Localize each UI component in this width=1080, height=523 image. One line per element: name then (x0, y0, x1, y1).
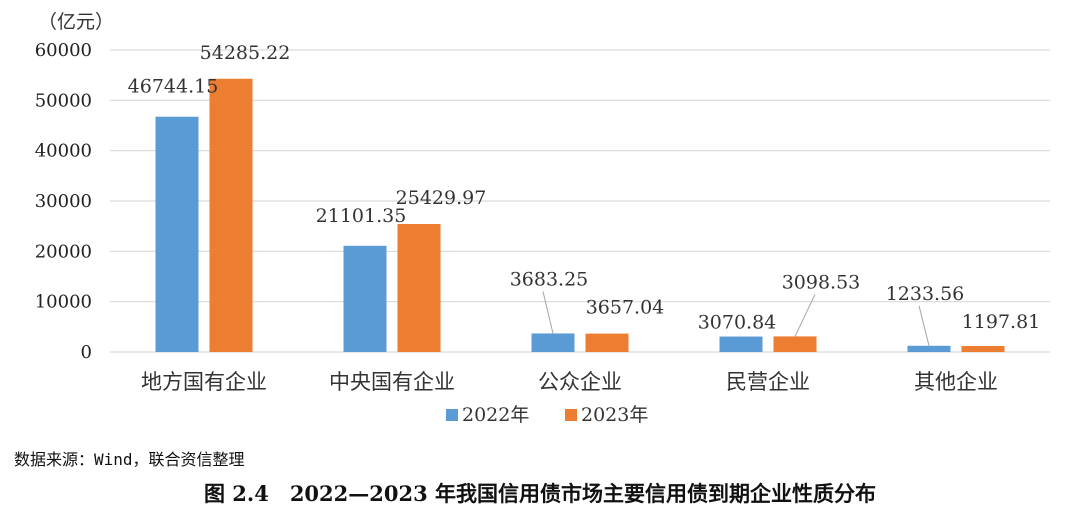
data-label: 3070.84 (698, 312, 777, 334)
bar-chart: （亿元） 0 10000 20000 30000 40000 50000 60000 467… (35, 11, 1050, 426)
legend-label: 2022年 (462, 404, 529, 426)
category-label: 民营企业 (726, 370, 810, 394)
bar-2023 (209, 78, 253, 352)
data-label: 3657.04 (586, 297, 665, 319)
bar-2022 (531, 333, 575, 352)
bar-2023 (961, 345, 1005, 352)
data-label: 25429.97 (396, 187, 487, 209)
legend: 2022年 2023年 (446, 404, 648, 426)
gridlines (110, 49, 1050, 353)
category-label: 地方国有企业 (141, 370, 267, 394)
leader-lines (542, 291, 930, 346)
y-tick-label: 30000 (35, 191, 92, 212)
data-label: 3098.53 (782, 271, 861, 293)
category-label: 公众企业 (538, 370, 622, 394)
bar-2022 (155, 116, 199, 352)
data-label: 1197.81 (962, 311, 1041, 333)
data-label: 3683.25 (510, 268, 589, 290)
data-label: 46744.15 (128, 76, 219, 98)
category-labels: 地方国有企业 中央国有企业 公众企业 民营企业 其他企业 (141, 370, 998, 394)
legend-swatch (565, 409, 577, 421)
bar-2023 (397, 224, 441, 352)
y-tick-label: 50000 (35, 90, 92, 111)
y-tick-label: 40000 (35, 141, 92, 162)
bar-2022 (719, 336, 763, 352)
leader-line (542, 291, 554, 334)
y-axis-unit-label: （亿元） (38, 11, 114, 33)
leader-line (918, 305, 930, 346)
legend-swatch (446, 409, 458, 421)
data-label: 1233.56 (886, 283, 965, 305)
y-axis-ticks: 0 10000 20000 30000 40000 50000 60000 (35, 40, 92, 363)
y-tick-label: 0 (81, 342, 92, 363)
y-tick-label: 60000 (35, 40, 92, 61)
bar-2023 (773, 336, 817, 352)
bar-2022 (907, 345, 951, 352)
data-label: 21101.35 (316, 205, 407, 227)
figure-caption: 图 2.4 2022—2023 年我国信用债市场主要信用债到期企业性质分布 (203, 481, 877, 506)
legend-label: 2023年 (581, 404, 648, 426)
y-tick-label: 10000 (35, 292, 92, 313)
data-label: 54285.22 (200, 42, 291, 64)
bar-2022 (343, 245, 387, 352)
category-label: 中央国有企业 (329, 370, 455, 394)
bar-2023 (585, 333, 629, 352)
leader-line (794, 294, 816, 337)
y-tick-label: 20000 (35, 241, 92, 262)
source-note: 数据来源：Wind，联合资信整理 (14, 450, 245, 469)
category-label: 其他企业 (914, 370, 998, 394)
bars (155, 78, 1005, 352)
